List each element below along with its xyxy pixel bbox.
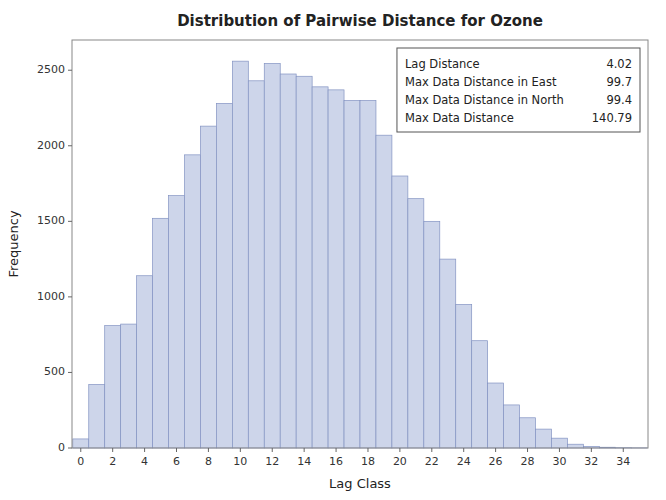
bar — [264, 63, 280, 448]
bar — [153, 218, 169, 448]
x-tick — [176, 448, 177, 452]
bar — [89, 385, 105, 448]
bar — [536, 429, 552, 448]
bar — [440, 259, 456, 448]
x-tick — [144, 448, 145, 452]
bar — [408, 199, 424, 448]
background — [0, 0, 666, 500]
y-tick — [68, 221, 72, 222]
bar — [392, 176, 408, 448]
x-tick — [431, 448, 432, 452]
bar — [344, 100, 360, 448]
y-tick — [68, 145, 72, 146]
y-tick-label: 2500 — [37, 63, 65, 76]
x-tick-label: 24 — [457, 455, 471, 468]
annotation-label: Max Data Distance in North — [405, 93, 564, 107]
x-tick — [527, 448, 528, 452]
title: Distribution of Pairwise Distance for Oz… — [177, 12, 543, 30]
x-tick — [208, 448, 209, 452]
x-tick — [463, 448, 464, 452]
x-tick — [591, 448, 592, 452]
bar — [520, 418, 536, 448]
bar — [248, 81, 264, 448]
bar — [472, 341, 488, 448]
bar — [456, 304, 472, 448]
y-tick-label: 0 — [58, 441, 65, 454]
bar — [376, 135, 392, 448]
x-tick-label: 34 — [616, 455, 630, 468]
x-tick-label: 10 — [233, 455, 247, 468]
bar — [504, 405, 520, 448]
bar — [280, 74, 296, 448]
x-tick — [367, 448, 368, 452]
x-tick-label: 28 — [521, 455, 535, 468]
annotation-label: Max Data Distance — [405, 111, 514, 125]
bar — [488, 383, 504, 448]
x-tick-label: 16 — [329, 455, 343, 468]
y-tick-label: 2000 — [37, 139, 65, 152]
x-tick — [399, 448, 400, 452]
bar — [232, 61, 248, 448]
x-tick-label: 2 — [109, 455, 116, 468]
x-tick-label: 30 — [552, 455, 566, 468]
bar — [216, 103, 232, 448]
x-tick-label: 26 — [489, 455, 503, 468]
bar — [360, 100, 376, 448]
x-tick-label: 6 — [173, 455, 180, 468]
bar — [184, 155, 200, 448]
bar — [73, 439, 89, 448]
bar — [169, 196, 185, 448]
bar — [137, 276, 153, 448]
y-tick — [68, 448, 72, 449]
y-axis-label: Frequency — [6, 210, 21, 277]
x-tick — [495, 448, 496, 452]
annotation-value: 99.4 — [606, 93, 632, 107]
x-tick — [559, 448, 560, 452]
bar — [105, 326, 121, 448]
x-tick — [336, 448, 337, 452]
x-tick — [240, 448, 241, 452]
x-tick-label: 14 — [297, 455, 311, 468]
annotation-box: Lag Distance 4.02 Max Data Distance in Eas… — [397, 48, 640, 132]
x-tick-label: 8 — [205, 455, 212, 468]
annotation-label: Max Data Distance in East — [405, 75, 557, 89]
bar — [121, 324, 137, 448]
annotation-value: 140.79 — [592, 111, 632, 125]
bar — [551, 438, 567, 448]
x-tick — [304, 448, 305, 452]
bar — [200, 126, 216, 448]
annotation-frame — [397, 48, 640, 132]
x-tick-label: 18 — [361, 455, 375, 468]
bar — [328, 90, 344, 448]
bar — [312, 87, 328, 448]
x-tick-label: 22 — [425, 455, 439, 468]
bar — [567, 444, 583, 448]
y-tick-label: 500 — [44, 365, 65, 378]
x-tick — [623, 448, 624, 452]
y-tick — [68, 372, 72, 373]
annotation-label: Lag Distance — [405, 57, 480, 71]
annotation-value: 99.7 — [606, 75, 632, 89]
x-tick-label: 0 — [77, 455, 84, 468]
x-tick-label: 20 — [393, 455, 407, 468]
annotation-value: 4.02 — [606, 57, 632, 71]
x-tick — [112, 448, 113, 452]
y-tick-label: 1500 — [37, 214, 65, 227]
x-tick-label: 12 — [265, 455, 279, 468]
bar — [296, 76, 312, 448]
y-tick — [68, 70, 72, 71]
x-tick-label: 4 — [141, 455, 148, 468]
y-tick — [68, 296, 72, 297]
bar — [424, 221, 440, 448]
x-tick — [80, 448, 81, 452]
x-tick-label: 32 — [584, 455, 598, 468]
x-axis-label: Lag Class — [329, 476, 391, 491]
x-tick — [272, 448, 273, 452]
chart: 0500100015002000250002468101214161820222… — [0, 0, 666, 500]
y-tick-label: 1000 — [37, 290, 65, 303]
plot-frame — [72, 40, 648, 448]
